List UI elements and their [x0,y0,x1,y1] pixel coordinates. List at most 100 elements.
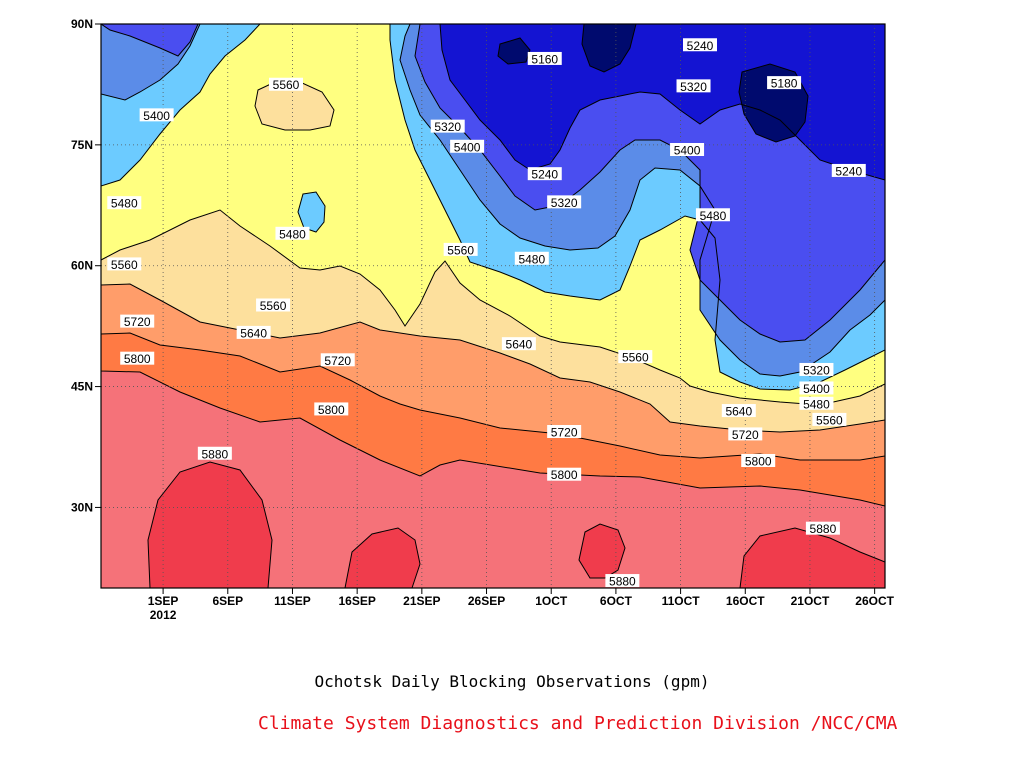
contour-value-label: 5880 [805,521,840,536]
band-5240 [101,24,198,56]
contour-label-background [728,427,763,441]
credit-line: Climate System Diagnostics and Predictio… [258,713,898,734]
contour-line [147,461,273,588]
contour-label-text: 5560 [260,299,287,313]
contour-value-label: 5480 [275,226,310,241]
contour-label-text: 5480 [279,227,306,241]
contour-label-background [139,108,174,122]
band-5880 [148,462,272,588]
contour-label-text: 5720 [324,354,351,368]
y-tick-label: 60N [71,259,93,273]
contour-label-text: 5320 [434,120,461,134]
x-tick-label: 21OCT [791,594,830,608]
contour-label-background [107,257,142,271]
contour-value-label: 5320 [799,362,834,377]
contour-label-text: 5720 [551,425,578,439]
contour-label-text: 5640 [506,338,533,352]
x-tick-label: 1OCT [535,594,568,608]
contour-line [399,24,885,377]
contour-label-text: 5880 [810,522,837,536]
y-tick-label: 30N [71,500,93,514]
contour-label-background [320,353,355,367]
contour-value-label: 5480 [107,196,142,211]
x-tick-label: 1SEP [148,594,179,608]
x-tick-label: 21SEP [403,594,440,608]
contour-value-label: 5640 [236,325,271,340]
contour-label-background [805,521,840,535]
contour-label-text: 5180 [771,77,798,91]
contour-value-label: 5240 [831,163,866,178]
contour-label-text: 5560 [273,78,300,92]
contour-value-label: 5640 [721,404,756,419]
x-tick-label: 26SEP [468,594,505,608]
x-tick-label: 16SEP [338,594,375,608]
contour-label-background [799,362,834,376]
contour-label-text: 5240 [835,164,862,178]
contour-value-label: 5800 [547,467,582,482]
contour-label-background [527,51,562,65]
contour-value-label: 5880 [605,574,640,589]
contour-line [739,527,885,588]
band-5560 [255,82,334,130]
contour-line [101,24,885,433]
contour-label-text: 5560 [816,413,843,427]
contour-label-text: 5240 [531,168,558,182]
contour-value-label: 5800 [741,454,776,469]
contour-value-label: 5180 [767,76,802,91]
x-tick-label: 26OCT [855,594,894,608]
chart-title: Ochotsk Daily Blocking Observations (gpm… [314,672,710,691]
contour-value-label: 5320 [676,79,711,94]
y-tick-label: 45N [71,380,93,394]
contour-label-background [430,119,465,133]
axis-ticks [95,23,876,594]
contour-label-background [831,163,866,177]
contour-value-label: 5720 [728,427,763,442]
x-tick-label: 11SEP [274,594,311,608]
contour-value-label: 5720 [120,314,155,329]
contour-value-label: 5240 [682,38,717,53]
contour-line [497,37,531,65]
y-tick-label: 90N [71,17,93,31]
contour-value-label: 5480 [514,251,549,266]
contour-label-background [812,412,847,426]
contour-label-text: 5240 [687,39,714,53]
contour-label-text: 5800 [551,468,578,482]
contour-value-label: 5240 [527,167,562,182]
contour-line [581,24,637,73]
contour-label-background [443,242,478,256]
contour-label-text: 5720 [124,315,151,329]
contour-label-background [450,139,485,153]
y-axis-labels: 30N 45N 60N 75N 90N [71,17,93,514]
contour-line [101,24,201,101]
contour-value-label: 5880 [197,446,232,461]
contour-value-label: 5160 [527,51,562,66]
contour-label-text: 5400 [674,143,701,157]
contour-value-label: 5720 [320,353,355,368]
contour-line [101,24,261,187]
contour-label-background [256,298,291,312]
contour-fill-layer [101,24,885,588]
contour-label-text: 5400 [803,382,830,396]
contour-label-text: 5560 [622,351,649,365]
contour-value-label: 5800 [120,351,155,366]
contour-value-label: 5560 [618,350,653,365]
contour-value-label: 5400 [670,142,705,157]
band-5400 [298,192,325,232]
contour-value-label: 5640 [501,337,536,352]
contour-label-text: 5640 [725,405,752,419]
contour-line [439,24,885,181]
contour-line [101,24,199,57]
contour-value-label: 5560 [269,77,304,92]
contour-label-background [514,251,549,265]
contour-line-layer [101,24,885,588]
contour-label-background [269,77,304,91]
contour-value-label: 5720 [547,424,582,439]
contour-line [101,24,885,507]
contour-line [738,63,809,143]
contour-value-label: 5480 [799,396,834,411]
contour-line [578,523,626,579]
contour-value-label: 5560 [443,242,478,257]
x-year-label: 2012 [150,608,177,622]
